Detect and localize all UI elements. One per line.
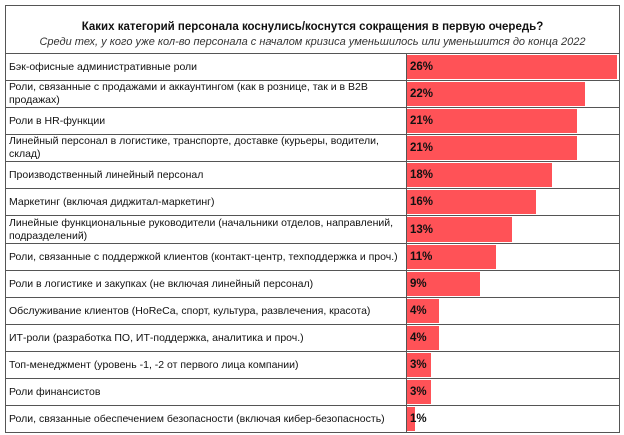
category-label: Роли, связанные с продажами и аккаунтинг… (6, 81, 407, 107)
table-row: Роли в HR-функции 21% (6, 108, 619, 135)
table-row: Маркетинг (включая диджитал-маркетинг) 16… (6, 189, 619, 216)
bar (407, 299, 440, 323)
bar (407, 407, 416, 431)
bar-cell: 22% (407, 81, 619, 107)
bar (407, 82, 585, 106)
data-label: 13% (410, 223, 434, 236)
bar (407, 55, 617, 79)
category-label: Обслуживание клиентов (HoReCa, спорт, ку… (6, 298, 407, 324)
bar (407, 245, 496, 269)
chart-table: Каких категорий персонала коснулись/косн… (5, 5, 620, 433)
table-row: Топ-менеджмент (уровень -1, -2 от первог… (6, 352, 619, 379)
bar-cell: 16% (407, 189, 619, 215)
category-label: Роли в HR-функции (6, 108, 407, 134)
data-label: 21% (410, 142, 434, 154)
bar (407, 163, 553, 187)
bar (407, 217, 512, 242)
chart-header: Каких категорий персонала коснулись/косн… (6, 6, 619, 54)
data-label: 3% (410, 359, 427, 371)
table-row: ИТ-роли (разработка ПО, ИТ-поддержка, ан… (6, 325, 619, 352)
data-label: 11% (410, 251, 433, 263)
bar-cell: 21% (407, 108, 619, 134)
category-label: Роли, связанные с поддержкой клиентов (к… (6, 244, 407, 270)
category-label: Линейный персонал в логистике, транспорт… (6, 135, 407, 161)
bar (407, 353, 432, 377)
bar (407, 109, 577, 133)
category-label: Роли в логистике и закупках (не включая … (6, 271, 407, 297)
bar-cell: 11% (407, 244, 619, 270)
data-label: 16% (410, 196, 434, 208)
bar-cell: 3% (407, 352, 619, 378)
category-label: Роли финансистов (6, 379, 407, 405)
category-label: Бэк-офисные административные роли (6, 54, 407, 80)
bar (407, 326, 440, 350)
table-row: Производственный линейный персонал 18% (6, 162, 619, 189)
category-label: Линейные функциональные руководители (на… (6, 216, 407, 243)
data-label: 3% (410, 386, 427, 398)
table-row: Роли финансистов 3% (6, 379, 619, 406)
category-label: Топ-менеджмент (уровень -1, -2 от первог… (6, 352, 407, 378)
bar-cell: 18% (407, 162, 619, 188)
category-label: Производственный линейный персонал (6, 162, 407, 188)
bar-cell: 1% (407, 406, 619, 432)
data-label: 4% (410, 305, 427, 317)
table-row: Роли, связанные обеспечением безопасност… (6, 406, 619, 432)
bar-cell: 4% (407, 298, 619, 324)
chart-subtitle: Среди тех, у кого уже кол-во персонала с… (39, 36, 586, 48)
category-label: Маркетинг (включая диджитал-маркетинг) (6, 189, 407, 215)
table-row: Линейный персонал в логистике, транспорт… (6, 135, 619, 162)
table-row: Роли в логистике и закупках (не включая … (6, 271, 619, 298)
table-row: Роли, связанные с поддержкой клиентов (к… (6, 244, 619, 271)
bar-cell: 21% (407, 135, 619, 161)
bar (407, 380, 432, 404)
category-label: Роли, связанные обеспечением безопасност… (6, 406, 407, 432)
category-label: ИТ-роли (разработка ПО, ИТ-поддержка, ан… (6, 325, 407, 351)
bar-cell: 26% (407, 54, 619, 80)
bar (407, 190, 537, 214)
data-label: 22% (410, 88, 434, 100)
table-row: Обслуживание клиентов (HoReCa, спорт, ку… (6, 298, 619, 325)
bar-cell: 3% (407, 379, 619, 405)
data-label: 26% (410, 61, 434, 73)
table-row: Роли, связанные с продажами и аккаунтинг… (6, 81, 619, 108)
chart-title: Каких категорий персонала коснулись/косн… (81, 21, 544, 33)
bar-cell: 13% (407, 216, 619, 243)
bar-cell: 4% (407, 325, 619, 351)
data-label: 1% (410, 413, 427, 425)
data-label: 18% (410, 169, 434, 181)
data-label: 21% (410, 115, 434, 127)
bar-cell: 9% (407, 271, 619, 297)
data-label: 4% (410, 332, 427, 344)
bar (407, 136, 577, 160)
table-row: Бэк-офисные административные роли 26% (6, 54, 619, 81)
bar (407, 272, 480, 296)
chart-rows: Бэк-офисные административные роли 26% Роли… (6, 54, 619, 432)
data-label: 9% (410, 278, 427, 290)
table-row: Линейные функциональные руководители (на… (6, 216, 619, 244)
